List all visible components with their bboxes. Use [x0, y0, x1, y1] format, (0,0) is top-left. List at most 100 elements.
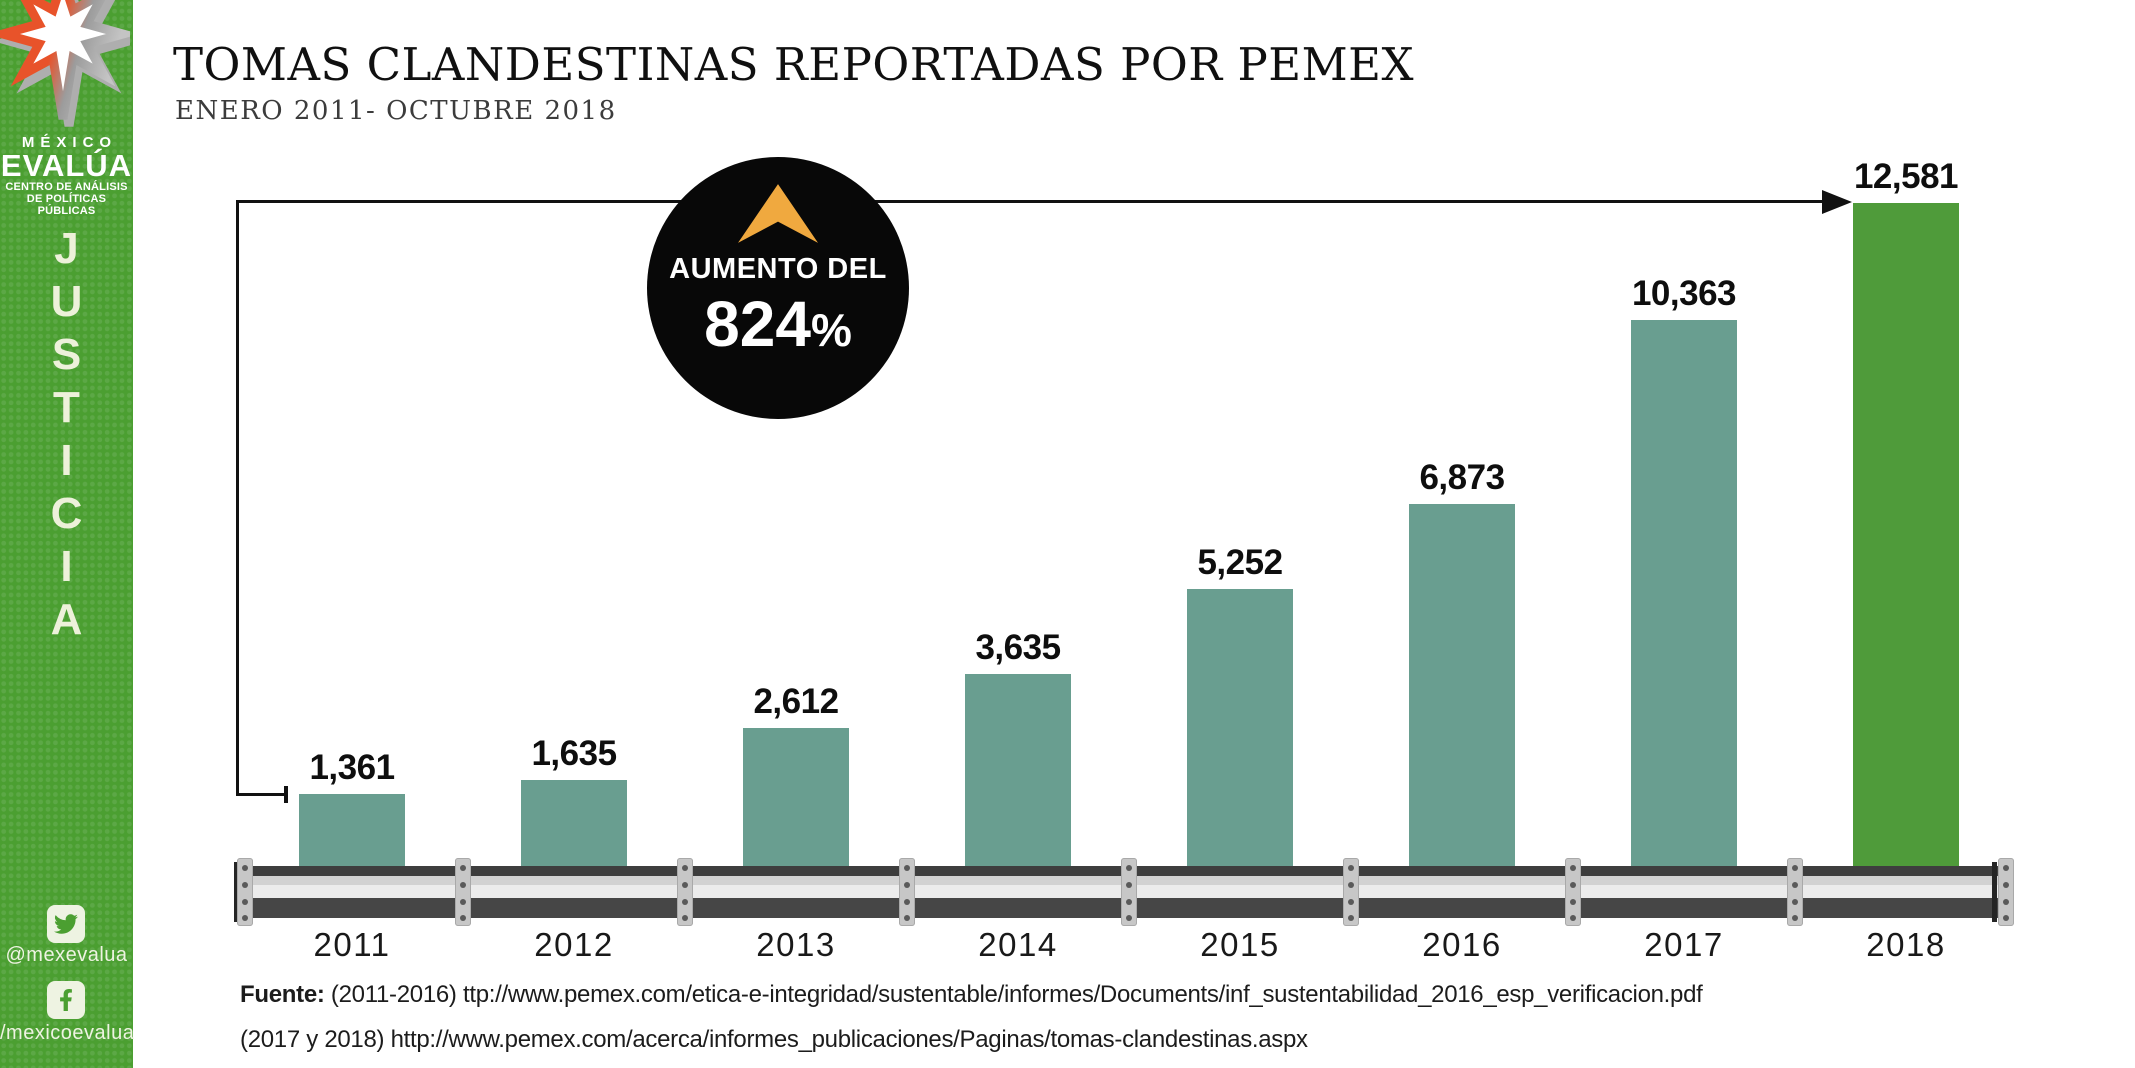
flange-rivet	[904, 882, 910, 888]
vertical-letter: T	[53, 383, 80, 432]
bar-value-label-2015: 5,252	[1197, 543, 1283, 582]
flange-rivet	[904, 915, 910, 921]
pipe-flange	[237, 858, 253, 926]
flange-rivet	[1348, 915, 1354, 921]
source-label: Fuente:	[240, 981, 325, 1008]
bar-2018	[1853, 203, 1959, 866]
logo-evalua: EVALÚA	[0, 148, 133, 183]
callout-line-bottom	[236, 793, 286, 796]
flange-rivet	[242, 882, 248, 888]
pipe-flange	[1787, 858, 1803, 926]
year-label-2012: 2012	[534, 926, 614, 963]
source-line-2: (2017 y 2018) http://www.pemex.com/acerc…	[240, 1026, 1308, 1053]
bar-value-label-2016: 6,873	[1419, 458, 1505, 497]
flange-rivet	[2003, 882, 2009, 888]
flange-rivet	[682, 899, 688, 905]
flange-rivet	[1348, 865, 1354, 871]
badge-value-number: 824	[704, 288, 811, 360]
pipe-flange	[1565, 858, 1581, 926]
flange-rivet	[1792, 882, 1798, 888]
flange-rivet	[1570, 899, 1576, 905]
year-label-2015: 2015	[1200, 926, 1280, 963]
source-line-1: Fuente: (2011-2016) ttp://www.pemex.com/…	[240, 981, 1703, 1009]
vertical-letter: U	[50, 277, 83, 326]
callout-line-horizontal	[236, 200, 1823, 203]
flange-rivet	[460, 865, 466, 871]
pipe-right-edge	[1992, 862, 1997, 922]
flange-rivet	[2003, 899, 2009, 905]
vertical-letter: J	[54, 224, 79, 273]
mexico-evalua-star-logo	[0, 0, 130, 127]
year-label-2018: 2018	[1866, 926, 1946, 963]
flange-rivet	[460, 915, 466, 921]
logo-text-block: MÉXICO EVALÚA CENTRO DE ANÁLISIS DE POLÍ…	[0, 134, 133, 217]
flange-rivet	[1792, 865, 1798, 871]
year-label-2016: 2016	[1422, 926, 1502, 963]
flange-rivet	[1792, 899, 1798, 905]
callout-line-vertical	[236, 200, 239, 795]
flange-rivet	[1126, 882, 1132, 888]
bar-value-label-2018: 12,581	[1853, 157, 1959, 196]
bar-value-label-2014: 3,635	[975, 628, 1061, 667]
source-url-1: (2011-2016) ttp://www.pemex.com/etica-e-…	[324, 981, 1703, 1008]
vertical-letter: I	[60, 436, 73, 485]
year-label-2013: 2013	[756, 926, 836, 963]
page-subtitle: ENERO 2011- OCTUBRE 2018	[175, 96, 617, 126]
flange-rivet	[242, 899, 248, 905]
flange-rivet	[460, 899, 466, 905]
bar-value-label-2013: 2,612	[753, 682, 839, 721]
pipe-left-edge	[234, 862, 239, 922]
flange-rivet	[682, 865, 688, 871]
bar-2017	[1631, 320, 1737, 866]
flange-rivet	[242, 865, 248, 871]
flange-rivet	[1792, 915, 1798, 921]
pipe-flange	[1121, 858, 1137, 926]
flange-rivet	[682, 882, 688, 888]
flange-rivet	[1570, 915, 1576, 921]
pipe-flange	[677, 858, 693, 926]
vertical-letter: I	[60, 542, 73, 591]
pipe-flange	[899, 858, 915, 926]
flange-rivet	[1126, 865, 1132, 871]
bar-value-label-2011: 1,361	[309, 748, 395, 787]
pipe-flange	[455, 858, 471, 926]
page-title: TOMAS CLANDESTINAS REPORTADAS POR PEMEX	[173, 38, 1415, 91]
flange-rivet	[460, 882, 466, 888]
bar-value-label-2012: 1,635	[531, 734, 617, 773]
vertical-letter: A	[50, 595, 83, 644]
flange-rivet	[1570, 865, 1576, 871]
bar-2011	[299, 794, 405, 866]
flange-rivet	[1126, 915, 1132, 921]
up-arrow-icon	[738, 184, 818, 243]
logo-centro: CENTRO DE ANÁLISIS	[5, 181, 128, 193]
bar-2015	[1187, 589, 1293, 866]
year-label-2014: 2014	[978, 926, 1058, 963]
bar-2012	[521, 780, 627, 866]
vertical-letter: C	[50, 489, 83, 538]
bar-value-label-2017: 10,363	[1631, 274, 1737, 313]
logo-politicas: DE POLÍTICAS PÚBLICAS	[26, 193, 107, 217]
flange-rivet	[904, 899, 910, 905]
flange-rivet	[1348, 899, 1354, 905]
arrowhead-icon	[1822, 190, 1852, 214]
facebook-handle: /mexicoevalua	[0, 1022, 135, 1044]
callout-end-tick	[284, 786, 288, 803]
twitter-icon	[47, 905, 85, 943]
brand-sidebar: MÉXICO EVALÚA CENTRO DE ANÁLISIS DE POLÍ…	[0, 0, 135, 1068]
twitter-handle: @mexevalua	[5, 944, 128, 966]
flange-rivet	[1570, 882, 1576, 888]
bar-2013	[743, 728, 849, 866]
bar-2014	[965, 674, 1071, 866]
facebook-icon	[47, 981, 85, 1019]
year-label-2017: 2017	[1644, 926, 1724, 963]
badge-text: AUMENTO DEL	[669, 253, 887, 285]
pipe-flange	[1343, 858, 1359, 926]
flange-rivet	[1126, 899, 1132, 905]
increase-badge: AUMENTO DEL 824%	[647, 157, 909, 419]
bar-2016	[1409, 504, 1515, 866]
logo-mexico: MÉXICO	[21, 134, 118, 151]
flange-rivet	[904, 865, 910, 871]
badge-value: 824%	[647, 287, 909, 361]
